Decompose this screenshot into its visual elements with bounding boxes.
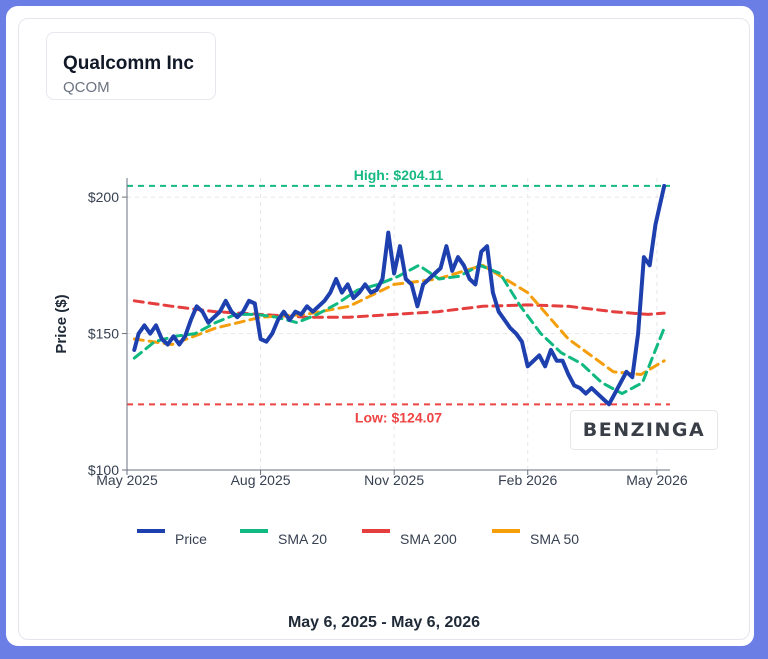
legend-label-sma-200: SMA 200 — [400, 531, 457, 547]
series-line-price — [132, 183, 667, 407]
benzinga-watermark: BENZINGA — [570, 410, 718, 450]
x-tick-label-2: Nov 2025 — [364, 472, 424, 488]
ticker-symbol: QCOM — [63, 79, 110, 96]
legend-label-sma-50: SMA 50 — [530, 531, 579, 547]
legend-label-sma-20: SMA 20 — [278, 531, 327, 547]
x-tick-label-1: Aug 2025 — [231, 472, 291, 488]
y-tick-label-2: $200 — [88, 189, 119, 205]
series-line-sma-200 — [132, 299, 666, 319]
company-name: Qualcomm Inc — [63, 53, 194, 74]
stock-title-box: Qualcomm Inc QCOM — [46, 32, 216, 100]
series-line-sma-50 — [132, 263, 666, 376]
date-range-caption: May 6, 2025 - May 6, 2026 — [287, 614, 481, 631]
x-tick-label-4: May 2026 — [626, 472, 688, 488]
x-tick-label-3: Feb 2026 — [498, 472, 557, 488]
legend-label-price: Price — [175, 531, 207, 547]
series-line-sma-20 — [132, 263, 666, 396]
low-label: Low: $124.07 — [355, 409, 442, 425]
y-tick-label-0: $100 — [88, 462, 119, 478]
x-tick-label-0: May 2025 — [96, 472, 158, 488]
y-axis-title: Price ($) — [53, 294, 70, 353]
high-label: High: $204.11 — [354, 167, 444, 183]
y-tick-label-1: $150 — [88, 326, 119, 342]
